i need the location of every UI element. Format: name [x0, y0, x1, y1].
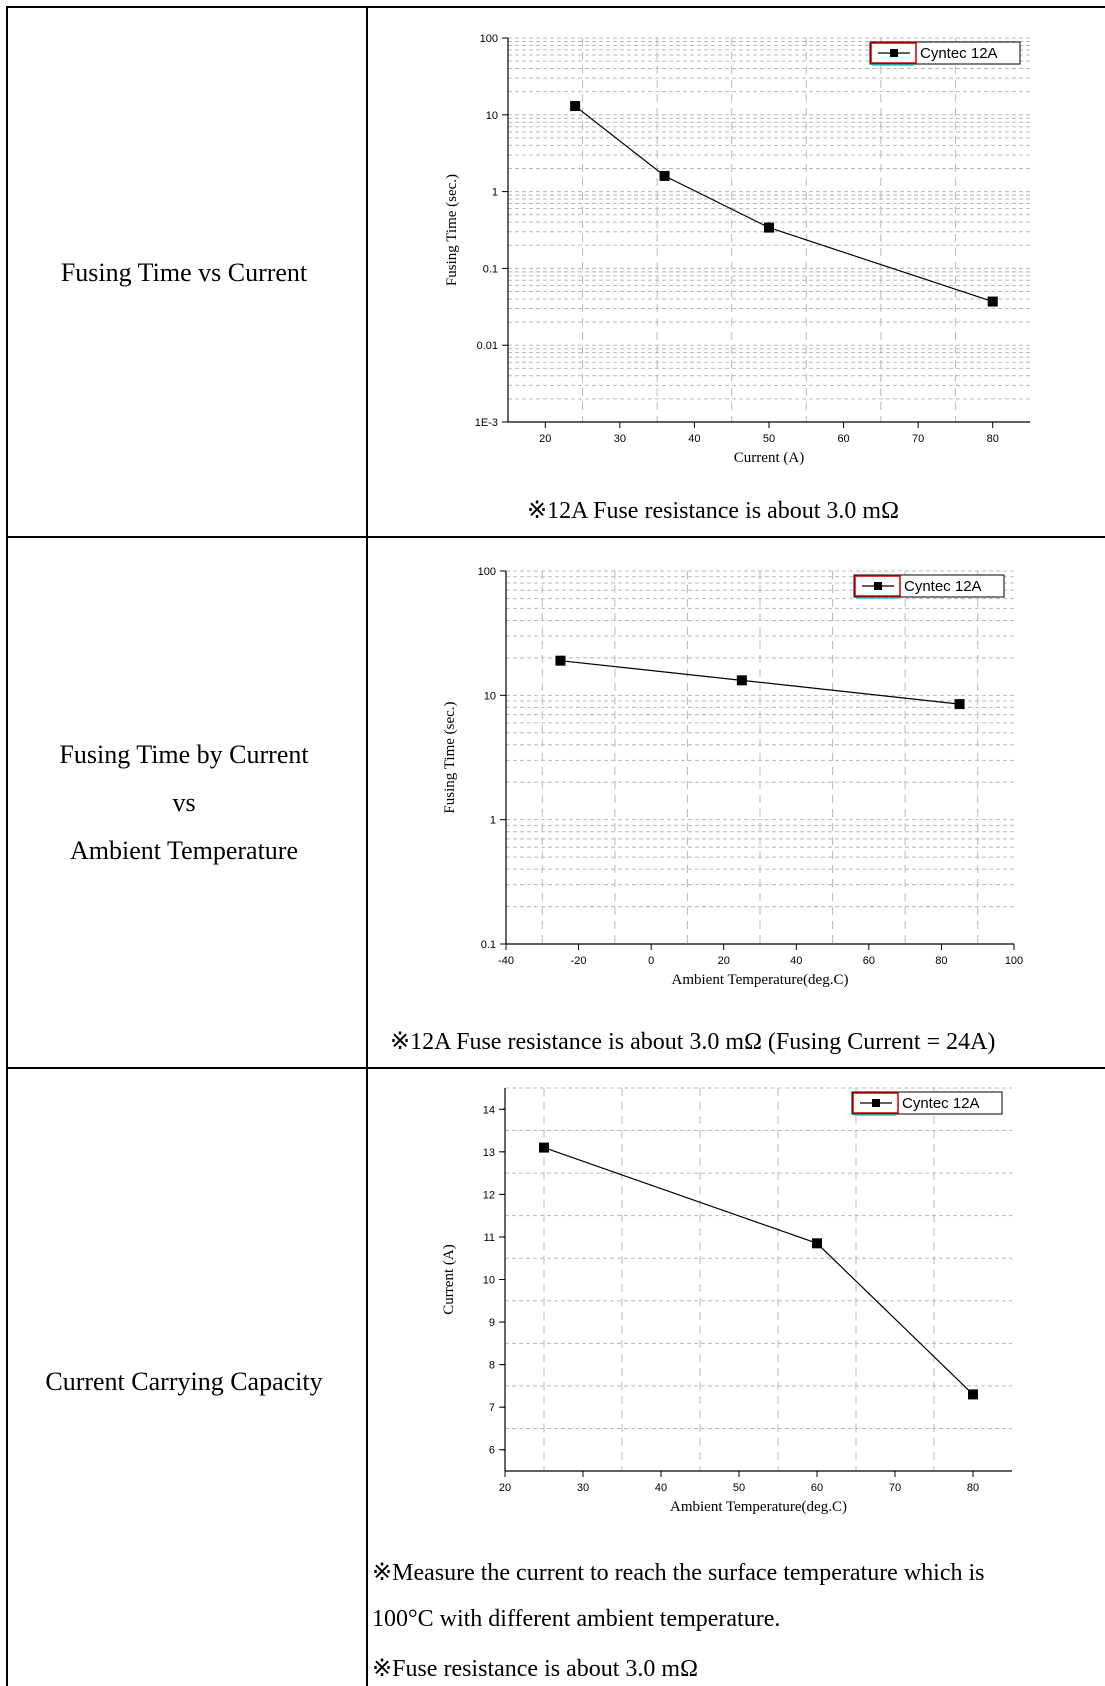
data-point: [570, 101, 581, 112]
x-tick-label: 80: [987, 433, 999, 445]
x-tick-label: 100: [1005, 955, 1023, 967]
legend-swatch-frame: [854, 575, 901, 597]
y-tick-label: 1: [492, 187, 498, 199]
x-tick-label: 20: [718, 955, 730, 967]
y-tick-label: 1: [490, 815, 496, 827]
legend-label: Cyntec 12A: [904, 578, 982, 595]
x-tick-label: 70: [889, 1482, 901, 1494]
data-point: [954, 699, 965, 710]
legend-box: [853, 574, 1005, 598]
x-tick-label: 20: [539, 433, 551, 445]
y-tick-label: 100: [478, 566, 496, 578]
legend-box: [851, 1091, 1003, 1115]
table-divider-2: [6, 1067, 1105, 1069]
row-label-line: Fusing Time vs Current: [60, 258, 308, 287]
y-axis-title: Fusing Time (sec.): [442, 701, 458, 813]
table-column-divider: [366, 6, 368, 1686]
x-tick-label: -20: [571, 955, 587, 967]
x-tick-label: -40: [498, 955, 514, 967]
legend-swatch-frame: [870, 42, 917, 64]
y-tick-label: 6: [489, 1445, 495, 1457]
y-tick-label: 1E-3: [475, 417, 498, 429]
legend-marker: [872, 1099, 880, 1107]
note-row3-line1: ※Measure the current to reach the surfac…: [372, 1560, 985, 1586]
y-tick-label: 13: [483, 1147, 495, 1159]
legend-box: [869, 41, 1021, 65]
x-axis-title: Ambient Temperature(deg.C): [670, 1499, 847, 1515]
legend-marker: [890, 49, 898, 57]
x-tick-label: 40: [688, 433, 700, 445]
y-tick-label: 0.1: [481, 939, 496, 951]
row-label-line: vs: [172, 788, 196, 817]
x-tick-label: 60: [863, 955, 875, 967]
y-tick-label: 12: [483, 1189, 495, 1201]
x-tick-label: 50: [733, 1482, 745, 1494]
x-axis-title: Ambient Temperature(deg.C): [672, 972, 849, 988]
x-axis-title: Current (A): [734, 450, 804, 466]
data-point: [812, 1238, 822, 1249]
y-tick-label: 100: [480, 33, 498, 45]
legend-label: Cyntec 12A: [902, 1095, 980, 1112]
y-axis-title: Fusing Time (sec.): [444, 174, 460, 286]
data-point: [539, 1142, 549, 1153]
note-row3-line2: 100°C with different ambient temperature…: [372, 1606, 781, 1632]
x-tick-label: 50: [763, 433, 775, 445]
x-tick-label: 60: [811, 1482, 823, 1494]
x-tick-label: 0: [648, 955, 654, 967]
row-label-fusing-time-vs-current: Fusing Time vs Current: [6, 249, 362, 297]
data-point: [659, 170, 670, 181]
y-tick-label: 10: [483, 1275, 495, 1287]
note-row1: ※12A Fuse resistance is about 3.0 mΩ: [527, 498, 899, 524]
y-tick-label: 14: [483, 1104, 495, 1116]
note-row2: ※12A Fuse resistance is about 3.0 mΩ (Fu…: [390, 1029, 996, 1055]
x-tick-label: 80: [935, 955, 947, 967]
data-point: [764, 222, 774, 233]
y-tick-label: 0.1: [483, 263, 498, 275]
row-label-current-carrying-capacity: Current Carrying Capacity: [6, 1358, 362, 1406]
legend-label: Cyntec 12A: [920, 45, 998, 62]
table-border-left: [6, 6, 8, 1686]
data-point: [555, 655, 566, 666]
row-label-fusing-time-vs-temperature: Fusing Time by Current vs Ambient Temper…: [6, 731, 362, 875]
y-tick-label: 8: [489, 1360, 495, 1372]
y-axis-title: Current (A): [441, 1244, 457, 1314]
x-tick-label: 40: [655, 1482, 667, 1494]
y-tick-label: 10: [484, 690, 496, 702]
legend-marker: [874, 582, 882, 590]
y-tick-label: 11: [484, 1232, 495, 1244]
series-line: [574, 105, 993, 303]
x-tick-label: 80: [967, 1482, 979, 1494]
table-border-top: [6, 6, 1105, 8]
x-tick-label: 30: [614, 433, 626, 445]
legend-swatch-frame: [852, 1092, 899, 1114]
y-tick-label: 7: [489, 1402, 495, 1414]
data-point: [736, 675, 747, 686]
y-tick-label: 0.01: [477, 340, 498, 352]
row-label-line: Fusing Time by Current: [59, 740, 309, 769]
series-line: [543, 1147, 974, 1395]
x-tick-label: 70: [912, 433, 924, 445]
data-point: [987, 296, 998, 307]
x-tick-label: 40: [790, 955, 802, 967]
table-divider-1: [6, 536, 1105, 538]
x-tick-label: 30: [577, 1482, 589, 1494]
row-label-line: Current Carrying Capacity: [45, 1367, 323, 1396]
row-label-line: Ambient Temperature: [69, 836, 298, 865]
note-row3-line3: ※Fuse resistance is about 3.0 mΩ: [372, 1656, 698, 1682]
x-tick-label: 20: [499, 1482, 511, 1494]
x-tick-label: 60: [837, 433, 849, 445]
y-tick-label: 9: [489, 1317, 495, 1329]
y-tick-label: 10: [486, 110, 498, 122]
data-point: [968, 1389, 978, 1400]
